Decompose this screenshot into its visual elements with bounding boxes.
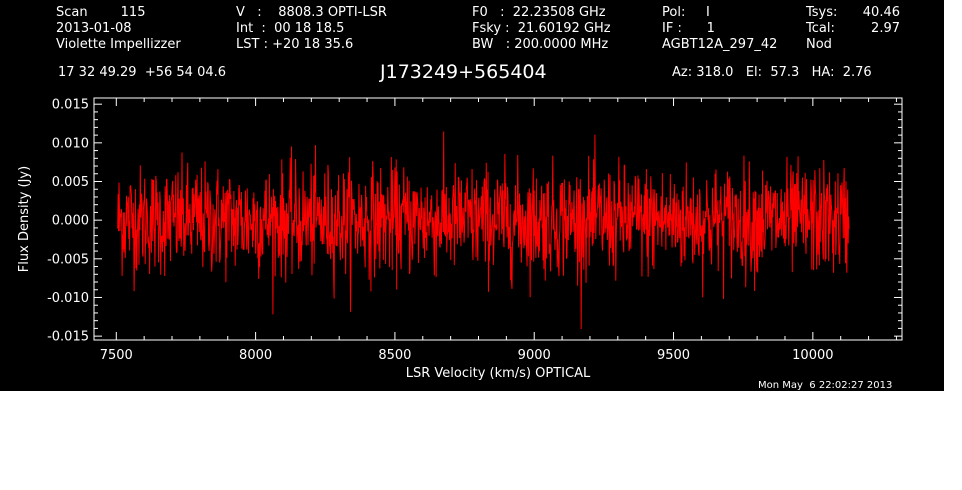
scan-date: 2013-01-08 (56, 21, 132, 36)
y-tick-label: -0.010 (47, 291, 89, 306)
x-tick-label: 8000 (239, 348, 272, 363)
y-tick-label: 0.005 (52, 175, 89, 190)
x-tick-label: 9500 (657, 348, 690, 363)
tsys-value: 40.46 (862, 5, 900, 20)
lst-value: LST : +20 18 35.6 (236, 37, 354, 52)
x-axis-label: LSR Velocity (km/s) OPTICAL (406, 366, 591, 381)
y-axis-label: Flux Density (Jy) (17, 166, 32, 272)
bandwidth: BW : 200.0000 MHz (472, 37, 609, 52)
y-tick-label: -0.015 (47, 330, 89, 345)
project-id: AGBT12A_297_42 (662, 37, 778, 52)
tcal-label: Tcal: (806, 21, 835, 36)
procedure-label: Nod (806, 37, 832, 52)
x-tick-label: 8500 (378, 348, 411, 363)
pointing-info: Az: 318.0 El: 57.3 HA: 2.76 (672, 65, 872, 80)
x-tick-label: 10000 (792, 348, 833, 363)
if-number: IF : 1 (662, 21, 715, 36)
observer-name: Violette Impellizzer (56, 37, 181, 52)
tcal-value: 2.97 (871, 21, 900, 36)
spectrum-series-line (117, 131, 850, 329)
x-tick-label: 9000 (518, 348, 551, 363)
sky-frequency: Fsky : 21.60192 GHz (472, 21, 611, 36)
tsys-label: Tsys: (806, 5, 838, 20)
integration-time: Int : 00 18 18.5 (236, 21, 345, 36)
y-tick-label: -0.005 (47, 252, 89, 267)
source-coordinates: 17 32 49.29 +56 54 04.6 (58, 65, 227, 80)
series-layer (117, 131, 850, 329)
y-axis: -0.015 -0.010 -0.005 0.000 0.005 0.010 0.015 (47, 98, 902, 345)
gbtidl-plot-panel: Scan 115 2013-01-08 Violette Impellizzer… (0, 0, 944, 391)
velocity-value: V : 8808.3 OPTI-LSR (236, 5, 387, 20)
polarization: Pol: I (662, 5, 710, 20)
y-tick-label: 0.015 (52, 98, 89, 113)
x-tick-label: 7500 (100, 348, 133, 363)
footer-timestamp: Mon May 6 22:02:27 2013 (758, 380, 893, 391)
source-name: J173249+565404 (380, 61, 547, 83)
x-axis: 7500 8000 8500 9000 9500 10000 (100, 98, 897, 363)
y-tick-label: 0.010 (52, 136, 89, 151)
plot-frame (93, 97, 903, 341)
rest-frequency: F0 : 22.23508 GHz (472, 5, 606, 20)
y-tick-label: 0.000 (52, 214, 89, 229)
scan-number: Scan 115 (56, 5, 146, 20)
spectrum-chart: 7500 8000 8500 9000 9500 10000 -0.015-0.010-0… (17, 97, 903, 381)
